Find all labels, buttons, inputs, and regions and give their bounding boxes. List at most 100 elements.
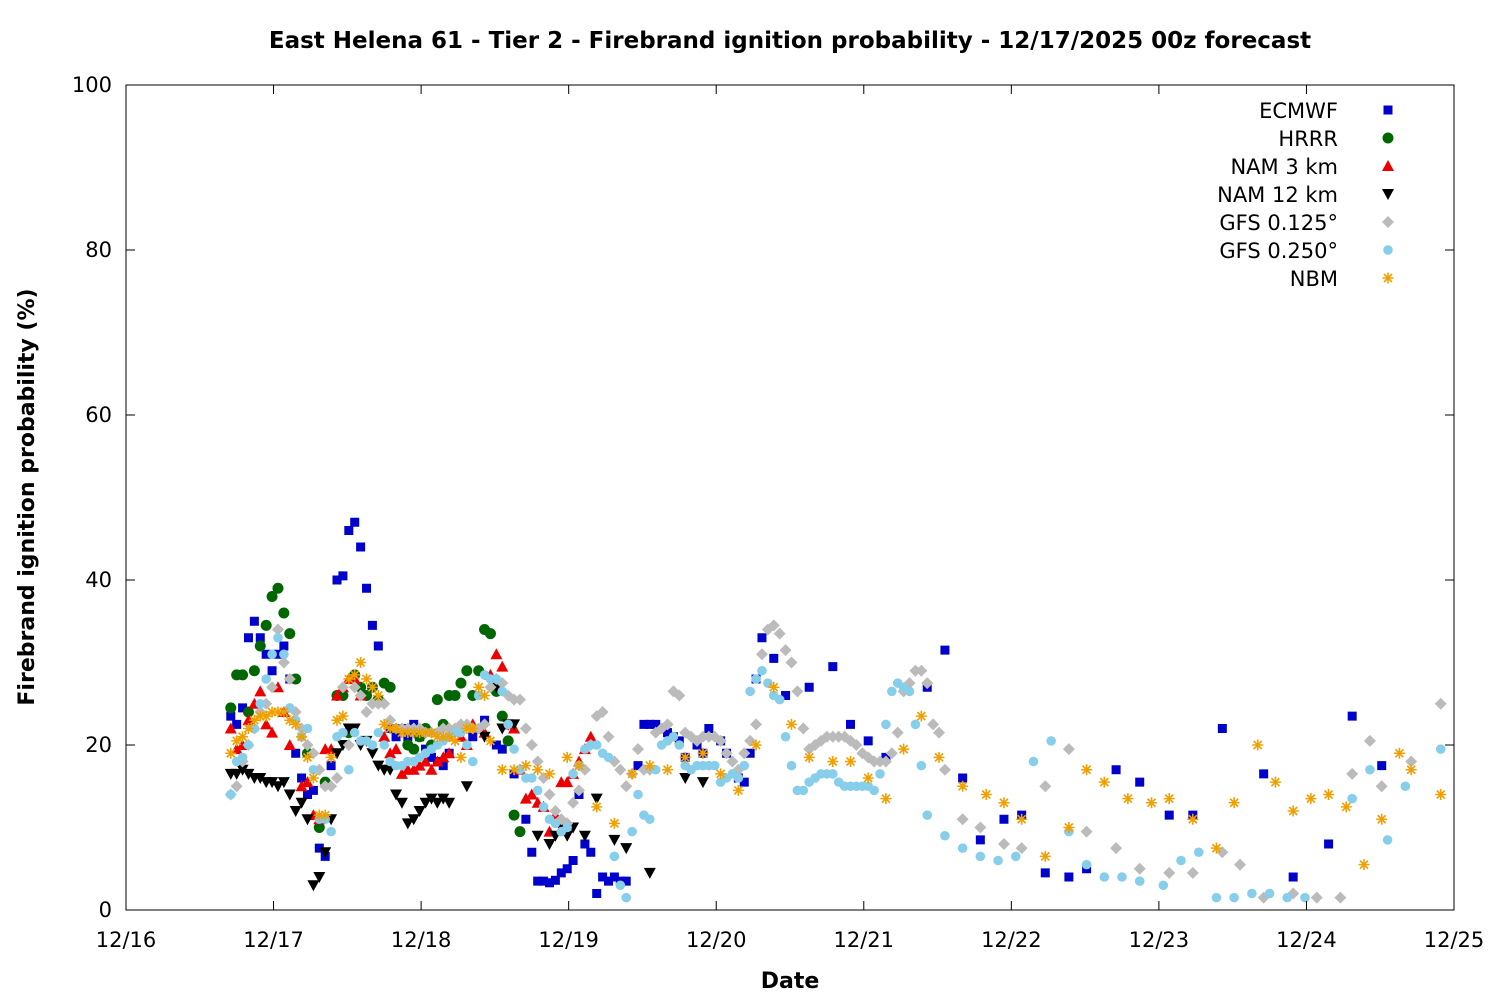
data-point (367, 740, 378, 750)
data-point (568, 769, 578, 779)
data-point (1081, 859, 1092, 870)
chart-axes: 0 20 40 60 80 100 12/16 12/17 12/18 12/19 12/20 12/… (72, 73, 1484, 952)
data-point (633, 761, 643, 771)
data-point (958, 773, 968, 783)
data-point (726, 755, 739, 768)
data-point (1010, 851, 1021, 862)
data-point (679, 773, 692, 784)
data-point (603, 752, 614, 763)
data-point (484, 628, 496, 640)
data-point (391, 732, 401, 742)
data-point (361, 673, 373, 685)
data-point (479, 690, 491, 701)
x-tick-label: 12/16 (96, 928, 157, 952)
data-point (584, 730, 597, 742)
data-point (408, 743, 420, 755)
data-point (232, 719, 242, 729)
data-point (248, 714, 260, 726)
data-point (521, 814, 531, 824)
data-point (255, 698, 266, 709)
data-point (803, 751, 815, 763)
data-point (278, 607, 290, 619)
data-point (1287, 805, 1299, 817)
data-point (957, 780, 969, 792)
data-point (225, 747, 237, 759)
data-point (449, 690, 461, 701)
data-point (739, 760, 750, 771)
data-point (367, 620, 377, 630)
data-point (426, 752, 436, 762)
data-point (568, 856, 578, 865)
data-point (533, 876, 543, 886)
data-point (750, 739, 762, 751)
data-point (1300, 892, 1310, 903)
data-point (1310, 891, 1323, 904)
data-point (396, 727, 408, 739)
data-point (1323, 789, 1335, 800)
data-point (797, 722, 810, 735)
data-point (615, 880, 626, 891)
data-point (598, 872, 608, 882)
data-point (449, 735, 461, 747)
series-gfs-0-250- (225, 632, 1446, 903)
data-point (1176, 855, 1186, 866)
series-ecmwf (226, 517, 1387, 898)
data-point (526, 773, 537, 783)
data-point (496, 764, 508, 776)
data-point (755, 648, 768, 661)
legend-marker (1382, 272, 1394, 284)
legend-marker (1382, 189, 1394, 200)
data-point (591, 801, 603, 813)
data-point (337, 710, 349, 722)
data-point (922, 810, 933, 820)
data-point (1376, 813, 1388, 825)
data-point (561, 776, 574, 788)
data-point (1135, 777, 1145, 787)
data-point (354, 689, 367, 702)
data-point (1210, 842, 1222, 854)
data-point (531, 755, 544, 768)
data-point (561, 751, 573, 763)
data-point (491, 674, 502, 684)
data-point (349, 727, 360, 738)
data-point (1347, 711, 1357, 721)
data-point (402, 727, 414, 739)
data-point (497, 686, 508, 697)
data-point (484, 735, 496, 747)
data-point (1382, 835, 1393, 845)
data-point (468, 732, 478, 742)
data-point (1028, 756, 1039, 767)
data-point (550, 818, 561, 829)
data-point (556, 868, 566, 878)
data-point (401, 818, 414, 830)
data-point (904, 686, 915, 697)
data-point (407, 763, 420, 775)
data-point (704, 724, 714, 733)
data-point (254, 685, 267, 697)
legend-label: GFS 0.125° (1219, 211, 1338, 235)
data-point (420, 727, 432, 739)
legend-label: GFS 0.250° (1219, 239, 1338, 263)
data-point (279, 649, 289, 660)
data-point (302, 723, 313, 734)
data-point (331, 772, 344, 784)
data-point (314, 843, 324, 853)
data-point (767, 619, 780, 632)
data-point (266, 726, 279, 738)
data-point (378, 730, 391, 742)
data-point (1435, 744, 1446, 754)
data-point (467, 756, 478, 767)
data-point (1193, 847, 1204, 858)
data-point (460, 781, 473, 793)
y-tick-label: 80 (85, 238, 112, 262)
data-point (580, 839, 590, 849)
data-point (1259, 769, 1269, 779)
data-point (331, 748, 344, 760)
data-point (537, 772, 550, 784)
y-tick-label: 100 (72, 73, 112, 97)
data-point (395, 797, 408, 809)
data-point (916, 760, 927, 771)
data-point (379, 740, 390, 750)
data-point (231, 735, 243, 747)
data-point (425, 763, 438, 775)
